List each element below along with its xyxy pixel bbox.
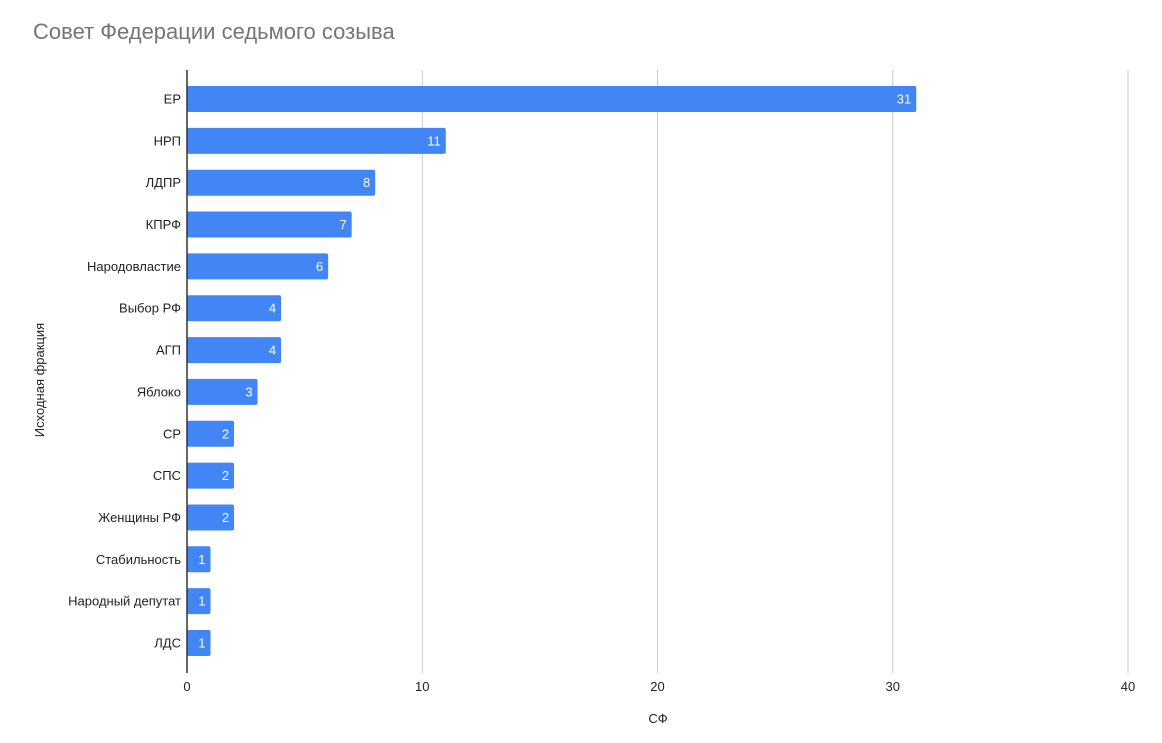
bar-value-label: 4 xyxy=(269,343,276,358)
bars xyxy=(187,86,917,656)
bar-value-label: 4 xyxy=(269,301,276,316)
x-tick-label: 20 xyxy=(650,679,664,694)
bar xyxy=(187,211,352,238)
bar-value-label: 6 xyxy=(316,259,323,274)
category-label: ЕР xyxy=(164,92,181,107)
x-tick-label: 10 xyxy=(415,679,429,694)
bar xyxy=(187,378,258,405)
bar xyxy=(187,588,211,615)
category-label: ЛДС xyxy=(154,636,181,651)
bar-value-label: 3 xyxy=(245,384,252,399)
gridlines xyxy=(421,70,1129,673)
category-label: ЛДПР xyxy=(146,175,181,190)
bar xyxy=(187,337,282,364)
category-label: СР xyxy=(163,426,181,441)
category-label: Выбор РФ xyxy=(119,301,181,316)
category-label: СПС xyxy=(153,468,181,483)
category-label: Народовластие xyxy=(87,259,181,274)
bar xyxy=(187,169,376,196)
bar-value-label: 2 xyxy=(222,468,229,483)
bar-value-label: 31 xyxy=(897,92,911,107)
x-tick-label: 30 xyxy=(886,679,900,694)
bar xyxy=(187,86,917,112)
bar xyxy=(187,127,446,154)
bar-value-label: 8 xyxy=(363,175,370,190)
bar xyxy=(187,630,211,656)
category-label: Стабильность xyxy=(96,552,181,567)
category-label: НРП xyxy=(154,133,181,148)
category-label: Яблоко xyxy=(137,384,181,399)
bar-value-label: 11 xyxy=(427,133,441,148)
bar-value-label: 7 xyxy=(339,217,346,232)
bar xyxy=(187,462,235,489)
bar-value-label: 1 xyxy=(198,552,205,567)
bar xyxy=(187,546,211,573)
x-axis-title: СФ xyxy=(648,711,667,726)
bar xyxy=(187,504,235,531)
bar xyxy=(187,253,329,280)
x-tick-label: 0 xyxy=(183,679,190,694)
labels: 0 10 20 30 4031ЕР11НРП8ЛДПР7КПРФ6Народовласт… xyxy=(68,92,1135,695)
bar-value-label: 1 xyxy=(198,636,205,651)
bar-value-label: 2 xyxy=(222,426,229,441)
bar xyxy=(187,420,235,447)
bar-value-label: 1 xyxy=(198,594,205,609)
chart-title: Совет Федерации седьмого созыва xyxy=(33,19,395,44)
category-label: АГП xyxy=(156,343,181,358)
y-axis-title: Исходная фракция xyxy=(32,323,47,437)
category-label: Женщины РФ xyxy=(98,510,181,525)
category-label: Народный депутат xyxy=(68,594,181,609)
bar xyxy=(187,295,282,322)
category-label: КПРФ xyxy=(146,217,181,232)
bar-value-label: 2 xyxy=(222,510,229,525)
x-tick-label: 40 xyxy=(1121,679,1135,694)
